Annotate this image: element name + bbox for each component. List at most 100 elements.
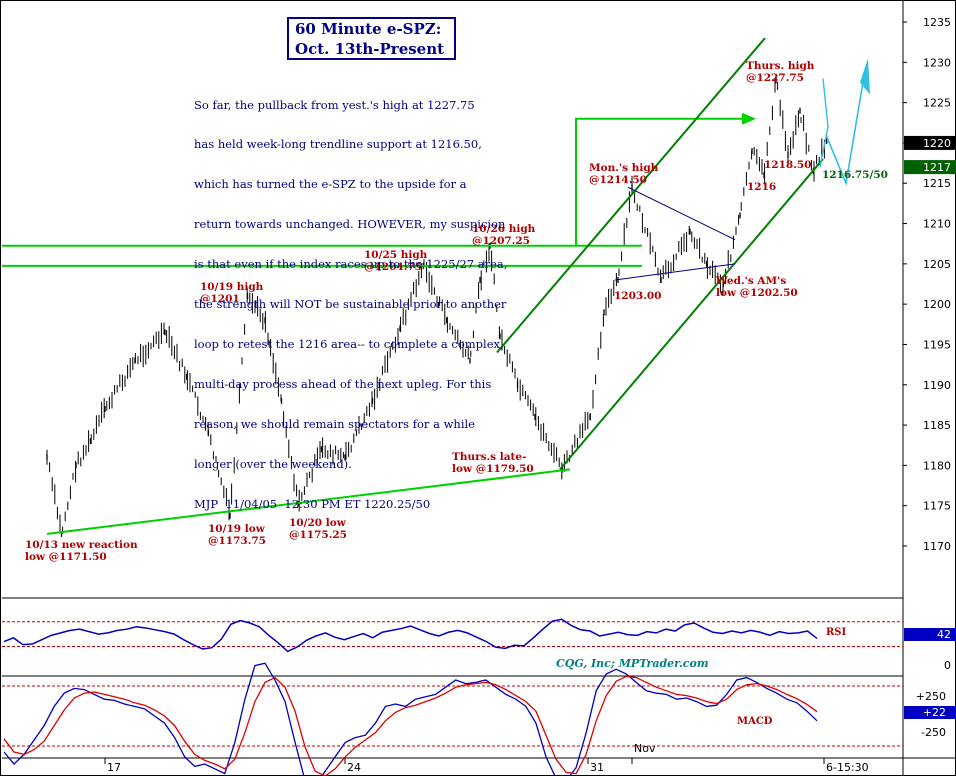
price-annotation: Wed.'s AM's low @1202.50 [715,275,798,299]
price-annotation: 1216 [747,181,776,193]
price-annotation: 10/13 new reaction low @1171.50 [25,539,138,563]
commentary-line: loop to retest the 1216 area-- to comple… [194,336,504,351]
macd-axis-label: -250 [921,726,946,739]
commentary-line: has held week-long trendline support at … [194,137,482,152]
rsi-line [3,618,818,653]
x-axis-label: 17 [107,761,121,774]
commentary-line: longer (over the weekend). [194,456,352,471]
price-axis-label: 1225 [923,97,951,110]
projection-arrow-head [860,58,870,95]
target-arrow-head [742,112,756,125]
price-annotation-line: 10/13 new reaction [25,539,138,551]
commentary-line: the strength will NOT be sustainable pri… [194,297,507,312]
x-axis-label: 31 [590,761,604,774]
credit-text: CQG, Inc; MPTrader.com [556,657,708,670]
price-axis-label: 1215 [923,177,951,190]
price-axis-label: 1180 [923,459,951,472]
commentary-line: is that even if the index races up to th… [194,257,508,272]
price-annotation: 10/19 high @1201 [200,281,264,305]
commentary-line: multi-day process ahead of the next uple… [194,376,492,391]
x-axis-label: 24 [347,761,361,774]
commentary-line: So far, the pullback from yest.'s high a… [194,97,475,112]
price-bars [46,77,828,537]
x-axis-label: Nov [634,742,656,755]
price-annotation-line: @1207.25 [472,235,530,247]
price-annotation-line: 10/26 high [472,223,536,235]
chart-title-line-2: Oct. 13th-Present [295,40,445,58]
price-axis-label: 1185 [923,419,951,432]
price-annotation: 10/20 low @1175.25 [289,517,347,541]
price-annotation-line: low @1171.50 [25,551,107,563]
rsi-axis-label: 0 [944,659,951,672]
price-annotation: 10/19 low @1173.75 [208,523,266,547]
price-annotation-line: 1218.50 [764,159,812,171]
price-annotation-line: 10/25 high [364,249,428,261]
price-axis-label: 1195 [923,338,951,351]
price-annotation-line: low @1202.50 [716,287,798,299]
price-annotation-line: Mon.'s high [589,162,659,174]
price-annotation: 1203.00 [614,290,662,302]
price-annotation-line: @1214.50 [589,174,647,186]
commentary-line: return towards unchanged. HOWEVER, my su… [194,217,506,232]
macd-label: MACD [737,716,773,727]
price-annotation-line: 1203.00 [614,290,662,302]
macd-axis-label: +250 [916,690,946,703]
triangle-upper-line [627,186,736,241]
projection-path [825,70,866,187]
price-axis-label: 1210 [923,218,951,231]
price-annotation-line: low @1179.50 [452,463,534,475]
price-annotation: Mon.'s high @1214.50 [589,162,659,186]
x-axis-label: 6-15:30 [826,761,869,774]
price-axis-label: 1190 [923,379,951,392]
channel-lower-line [559,158,824,471]
price-axis-label: 1235 [923,16,951,29]
chart-title: 60 Minute e-SPZ: Oct. 13th-Present [287,17,456,60]
price-annotation: 1218.50 [764,159,812,171]
price-axis-label: 1175 [923,500,951,513]
price-annotation-line: Thurs. high [746,60,815,72]
price-annotation-line: 1216.75/50 [822,169,888,181]
rsi-value-label: 42 [937,628,951,641]
price-annotation: Thurs.s late-low @1179.50 [452,451,534,475]
commentary-text: So far, the pullback from yest.'s high a… [194,72,564,524]
price-axis-label: 1230 [923,56,951,69]
price-axis-label: 1170 [923,540,951,553]
price-annotation-line: 10/19 low [208,523,266,535]
commentary-line: which has turned the e-SPZ to the upside… [194,177,467,192]
macd-signal-line [3,675,818,776]
trendline-value-box [904,160,956,175]
price-annotation: 1216.75/50 [822,169,888,181]
price-annotation: 10/26 high @1207.25 [472,223,536,247]
channel-upper-line [496,37,766,354]
projection-start [819,78,829,168]
macd-line [3,662,818,776]
commentary-signature: MJP 11/04/05 12:30 PM ET 1220.25/50 [194,496,431,511]
last-price-label: 1220 [923,137,951,150]
price-annotation: Thurs. high @1227.75 [746,60,815,84]
target-arrow-line [575,117,745,246]
triangle-lower-line [614,263,736,281]
support-trendline [46,468,571,535]
rsi-label: RSI [826,627,847,638]
chart-title-line-1: 60 Minute e-SPZ: [295,20,442,38]
trendline-value-label: 1217 [923,161,951,174]
price-annotation-line: @1175.25 [289,529,347,541]
price-annotation-line: @1227.75 [746,72,804,84]
price-axis-label: 1205 [923,258,951,271]
price-annotation-line: 10/20 low [289,517,347,529]
price-axis-label: 1200 [923,298,951,311]
rsi-value-box [904,628,956,641]
price-annotation-line: Wed.'s AM's [715,275,786,287]
macd-value-box [904,706,956,719]
macd-value-label: +22 [923,706,946,719]
last-price-box [904,135,956,150]
price-annotation: 10/25 high @1204.75 [364,249,428,273]
price-annotation-line: @1201 [200,293,240,305]
price-annotation-line: Thurs.s late- [452,451,526,463]
price-annotation-line: @1173.75 [208,535,266,547]
price-annotation-line: 1216 [747,181,776,193]
commentary-line: reason, we should remain spectators for … [194,416,475,431]
price-annotation-line: @1204.75 [364,261,422,273]
